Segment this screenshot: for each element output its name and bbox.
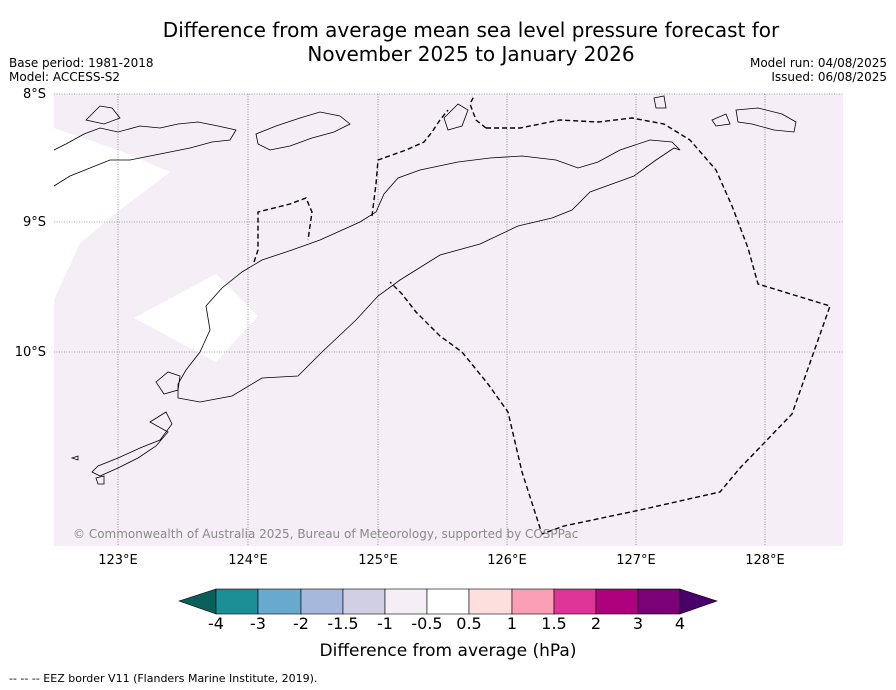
- colorbar-tick: -1.5: [327, 614, 359, 633]
- colorbar-extend-low: [178, 588, 217, 615]
- lon-label-125e: 125°E: [358, 553, 398, 568]
- colorbar-tick: 3: [632, 614, 644, 633]
- lon-label-128e: 128°E: [745, 553, 785, 568]
- coastline-leti: [735, 107, 797, 133]
- eez-borders: [253, 95, 831, 535]
- colorbar-box-3: [300, 588, 344, 615]
- coastline-alor: [85, 105, 121, 125]
- coastline-semau: [155, 371, 181, 395]
- eez-border-west: [371, 109, 449, 217]
- coastlines: [53, 95, 797, 485]
- colorbar-tick: 2: [590, 614, 602, 633]
- no-data-patch-center: [134, 274, 258, 362]
- coastline-ndao: [95, 475, 105, 485]
- colorbar-box-11: [637, 588, 681, 615]
- copyright-notice: © Commonwealth of Australia 2025, Bureau…: [73, 527, 579, 541]
- title-line-1: Difference from average mean sea level p…: [162, 18, 780, 42]
- lon-label-127e: 127°E: [616, 553, 656, 568]
- colorbar-tick: -4: [208, 614, 224, 633]
- eez-border-north: [469, 95, 487, 129]
- coastline-islet-1: [70, 455, 79, 461]
- lon-label-123e: 123°E: [98, 553, 138, 568]
- coastline-moa: [711, 113, 731, 127]
- colorbar-tick: -1: [377, 614, 393, 633]
- coastline-north-islands: [53, 121, 237, 187]
- colorbar-tick: -0.5: [411, 614, 443, 633]
- base-period: Base period: 1981-2018: [9, 56, 154, 70]
- colorbar-box-7: [468, 588, 513, 615]
- model-run: Model run: 04/08/2025: [749, 56, 887, 70]
- lat-label-10s: 10°S: [14, 345, 46, 360]
- eez-border-timor-leste: [389, 117, 831, 535]
- colorbar-label: Difference from average (hPa): [319, 641, 577, 661]
- meta-right: Model run: 04/08/2025 Issued: 06/08/2025: [750, 56, 887, 84]
- model-name: Model: ACCESS-S2: [9, 70, 121, 84]
- lon-label-126e: 126°E: [487, 553, 527, 568]
- colorbar-tick: 1.5: [541, 614, 567, 633]
- meta-left: Base period: 1981-2018 Model: ACCESS-S2: [9, 56, 154, 84]
- colorbar-box-4: [342, 588, 386, 615]
- lon-label-124e: 124°E: [228, 553, 268, 568]
- colorbar-box-10: [595, 588, 639, 615]
- coastline-wetar: [255, 111, 351, 151]
- colorbar-extend-high: [679, 588, 718, 615]
- colorbar-box-8: [511, 588, 555, 615]
- colorbar-box-5: [384, 588, 428, 615]
- coastline-atauro: [443, 103, 469, 131]
- coastline-timor: [177, 139, 681, 403]
- eez-border-oecusse: [253, 197, 313, 263]
- colorbar: [178, 588, 718, 615]
- colorbar-box-9: [553, 588, 597, 615]
- footnote: -- -- -- EEZ border V11 (Flanders Marine…: [9, 672, 318, 685]
- lat-label-9s: 9°S: [22, 215, 46, 230]
- colorbar-box-1: [215, 588, 259, 615]
- issued-date: Issued: 06/08/2025: [771, 70, 887, 84]
- colorbar-box-2: [257, 588, 302, 615]
- coastline-kisar: [653, 95, 667, 109]
- colorbar-tick: -2: [293, 614, 309, 633]
- lat-label-8s: 8°S: [22, 87, 46, 102]
- chart-title: Difference from average mean sea level p…: [0, 18, 896, 66]
- colorbar-tick: -3: [250, 614, 266, 633]
- title-line-2: November 2025 to January 2026: [307, 42, 635, 66]
- graticule: [54, 93, 843, 546]
- colorbar-tick: 1: [506, 614, 518, 633]
- colorbar-tick: 4: [674, 614, 686, 633]
- colorbar-tick: 0.5: [456, 614, 482, 633]
- colorbar-box-6: [426, 588, 470, 615]
- coastline-rote: [91, 411, 173, 477]
